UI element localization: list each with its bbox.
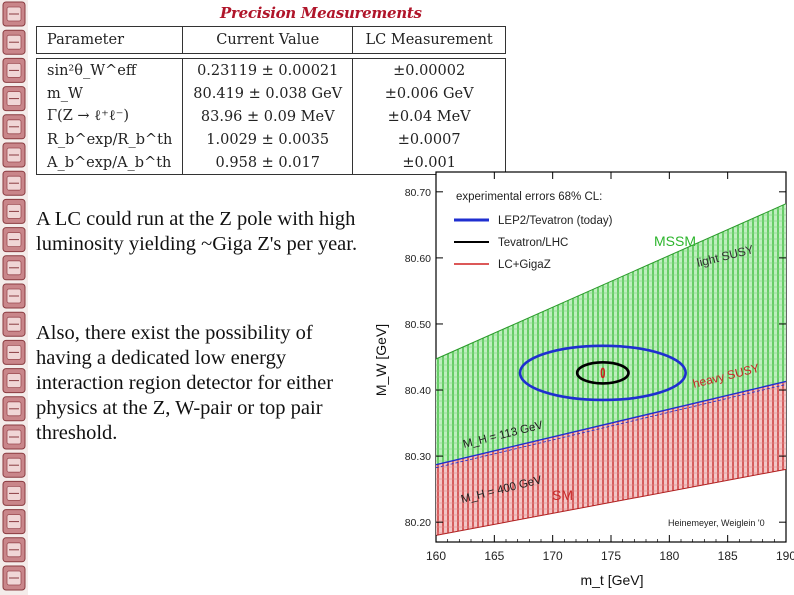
cell-lc: ±0.006 GeV xyxy=(352,82,507,105)
legend-entry: Tevatron/LHC xyxy=(498,237,568,249)
mw-mt-chart: 160 165 170 175 180 185 190 80.20 80.30 80.40 80.5… xyxy=(373,171,794,588)
table-row: sin²θ_W^eff 0.23119 ± 0.00021 ±0.00002 xyxy=(36,58,507,82)
cell-lc: ±0.00002 xyxy=(352,58,507,82)
table-row: A_b^exp/A_b^th 0.958 ± 0.017 ±0.001 xyxy=(36,151,507,175)
y-tick-label: 80.40 xyxy=(405,385,431,397)
cell-current: 83.96 ± 0.09 MeV xyxy=(182,105,352,128)
y-tick-label: 80.60 xyxy=(405,253,431,265)
x-tick-label: 165 xyxy=(484,549,504,563)
mssm-upper-edge xyxy=(436,203,786,360)
y-tick-label: 80.30 xyxy=(405,451,431,463)
x-axis-label: m_t [GeV] xyxy=(580,572,643,588)
slide-title: Precision Measurements xyxy=(220,4,422,22)
decorative-chain-border xyxy=(0,0,28,595)
x-tick-label: 175 xyxy=(601,549,621,563)
legend-entry: LC+GigaZ xyxy=(498,259,551,271)
x-tick-label: 190 xyxy=(776,549,794,563)
x-tick-label: 185 xyxy=(718,549,738,563)
y-axis-label: M_W [GeV] xyxy=(373,324,389,396)
legend-entry: LEP2/Tevatron (today) xyxy=(498,215,613,227)
paragraph-gigaz: A LC could run at the Z pole with high l… xyxy=(36,208,358,255)
y-tick-label: 80.20 xyxy=(405,517,431,529)
header-lc-measurement: LC Measurement xyxy=(352,26,507,54)
header-parameter: Parameter xyxy=(36,26,183,54)
precision-table: Parameter Current Value LC Measurement s… xyxy=(36,26,507,175)
header-current-value: Current Value xyxy=(182,26,353,54)
annotation-credit: Heinemeyer, Weiglein '0 xyxy=(668,518,765,528)
cell-lc: ±0.0007 xyxy=(352,128,507,151)
y-tick-label: 80.70 xyxy=(405,187,431,199)
table-row: Γ(Z → ℓ⁺ℓ⁻) 83.96 ± 0.09 MeV ±0.04 MeV xyxy=(36,105,507,128)
cell-parameter: m_W xyxy=(36,82,182,105)
cell-current: 0.23119 ± 0.00021 xyxy=(182,58,353,82)
x-tick-label: 160 xyxy=(426,549,446,563)
table-row: m_W 80.419 ± 0.038 GeV ±0.006 GeV xyxy=(36,82,507,105)
cell-current: 0.958 ± 0.017 xyxy=(182,151,353,175)
cell-lc: ±0.04 MeV xyxy=(352,105,507,128)
cell-parameter: Γ(Z → ℓ⁺ℓ⁻) xyxy=(36,105,182,128)
sm-boundary-blue xyxy=(436,380,786,466)
cell-parameter: sin²θ_W^eff xyxy=(36,58,183,82)
table-row: R_b^exp/R_b^th 1.0029 ± 0.0035 ±0.0007 xyxy=(36,128,507,151)
table-header-row: Parameter Current Value LC Measurement xyxy=(36,26,507,54)
x-tick-label: 170 xyxy=(543,549,563,563)
cell-lc: ±0.001 xyxy=(352,151,507,175)
ellipse-lep2-tevatron xyxy=(518,344,687,402)
paragraph-low-energy-ir: Also, there exist the possibility of hav… xyxy=(36,322,334,444)
annotation-mssm: MSSM xyxy=(654,233,696,249)
ellipse-lc-gigaz xyxy=(600,367,606,379)
cell-current: 1.0029 ± 0.0035 xyxy=(182,128,352,151)
x-tick-label: 180 xyxy=(659,549,679,563)
cell-parameter: R_b^exp/R_b^th xyxy=(36,128,182,151)
legend-title: experimental errors 68% CL: xyxy=(456,191,602,203)
mssm-band xyxy=(436,203,786,465)
sm-band xyxy=(436,381,786,536)
sm-lower-edge xyxy=(436,468,786,536)
plot-area xyxy=(436,203,786,536)
y-tick-label: 80.50 xyxy=(405,319,431,331)
cell-current: 80.419 ± 0.038 GeV xyxy=(182,82,352,105)
ellipse-tevatron-lhc xyxy=(575,360,630,385)
cell-parameter: A_b^exp/A_b^th xyxy=(36,151,183,175)
annotation-sm: SM xyxy=(552,487,573,503)
